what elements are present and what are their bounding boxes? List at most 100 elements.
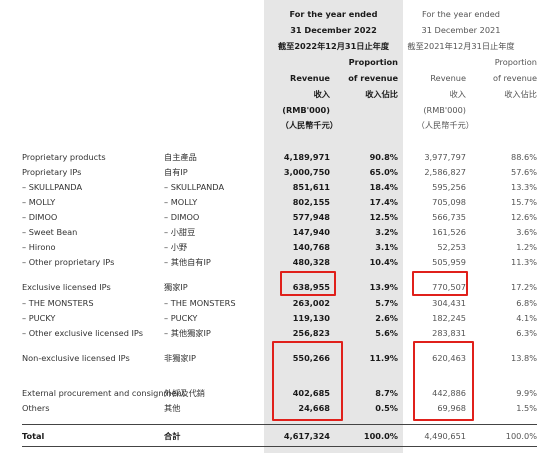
- row-value-2021: 595,256: [432, 182, 466, 192]
- cur-unit-cn: （人民幣千元）: [280, 120, 338, 130]
- row-pct-2022: 10.4%: [369, 257, 398, 267]
- row-label: Exclusive licensed IPs: [22, 282, 111, 292]
- row-pct-2021: 13.3%: [510, 182, 537, 192]
- row-label: External procurement and consignment: [22, 388, 185, 398]
- row-value-2022: 256,823: [292, 328, 330, 338]
- row-label-cn: – 其他自有IP: [164, 257, 211, 267]
- row-value-2022: 119,130: [292, 313, 330, 323]
- highlight-box-exclusive-2022: [280, 271, 336, 296]
- prev-period-line2: 31 December 2021: [421, 25, 501, 35]
- row-value-2021: 566,735: [432, 212, 466, 222]
- row-label-cn: – 其他獨家IP: [164, 328, 211, 338]
- row-value-2021: 3,977,797: [424, 152, 466, 162]
- row-value-2021: 52,253: [437, 242, 466, 252]
- row-label-cn: – 小甜豆: [164, 227, 196, 237]
- row-label-cn: – THE MONSTERS: [164, 298, 236, 308]
- prev-revenue-en: Revenue: [430, 73, 466, 83]
- row-label-cn: 外採及代銷: [164, 388, 205, 398]
- row-value-2022: 140,768: [292, 242, 330, 252]
- total-value-2022: 4,617,324: [283, 431, 330, 441]
- row-value-2021: 770,507: [432, 282, 466, 292]
- row-pct-2021: 12.6%: [510, 212, 537, 222]
- row-value-2022: 480,328: [292, 257, 330, 267]
- row-pct-2022: 5.6%: [375, 328, 398, 338]
- prev-revenue-cn: 收入: [449, 89, 466, 99]
- row-label: Proprietary IPs: [22, 167, 82, 177]
- current-year-column-shade: [264, 0, 403, 453]
- row-label-cn: 獨家IP: [164, 282, 188, 292]
- total-value-2021: 4,490,651: [424, 431, 466, 441]
- row-label: Proprietary products: [22, 152, 106, 162]
- row-label-cn: 其他: [164, 403, 181, 413]
- prev-period-cn: 截至2021年12月31日止年度: [407, 41, 515, 51]
- row-label: – DIMOO: [22, 212, 58, 222]
- prev-proportion-line2: of revenue: [492, 73, 537, 83]
- row-value-2021: 161,526: [432, 227, 466, 237]
- row-value-2021: 442,886: [432, 388, 466, 398]
- row-label-cn: – SKULLPANDA: [164, 182, 225, 192]
- row-pct-2022: 12.5%: [369, 212, 398, 222]
- row-label-cn: – PUCKY: [164, 313, 198, 323]
- row-pct-2021: 88.6%: [510, 152, 537, 162]
- row-label-cn: – MOLLY: [164, 197, 198, 207]
- prev-unit-en: (RMB'000): [423, 105, 466, 115]
- cur-unit-en: (RMB'000): [282, 105, 330, 115]
- row-label: – Other proprietary IPs: [22, 257, 115, 267]
- row-pct-2022: 3.2%: [375, 227, 398, 237]
- row-value-2021: 182,245: [432, 313, 466, 323]
- prev-period-line1: For the year ended: [422, 9, 500, 19]
- row-pct-2021: 4.1%: [516, 313, 537, 323]
- row-value-2022: 638,955: [292, 282, 330, 292]
- row-pct-2021: 15.7%: [510, 197, 537, 207]
- row-value-2022: 3,000,750: [283, 167, 330, 177]
- highlight-box-exclusive-2021: [412, 271, 468, 296]
- highlight-box-nonexclusive-2022: [272, 341, 343, 421]
- cur-revenue-en: Revenue: [290, 73, 330, 83]
- row-label-cn: 非獨家IP: [164, 353, 196, 363]
- row-pct-2021: 11.3%: [510, 257, 537, 267]
- row-value-2022: 851,611: [292, 182, 330, 192]
- prev-proportion-line1: Proportion: [494, 57, 537, 67]
- row-label: Others: [22, 403, 50, 413]
- row-label-cn: – 小野: [164, 242, 188, 252]
- row-label-cn: 自有IP: [164, 167, 188, 177]
- prev-unit-cn: （人民幣千元）: [416, 120, 474, 130]
- cur-proportion-cn: 收入佔比: [365, 89, 398, 99]
- row-label: – MOLLY: [22, 197, 56, 207]
- row-label: – THE MONSTERS: [22, 298, 94, 308]
- row-pct-2022: 65.0%: [369, 167, 398, 177]
- row-pct-2022: 2.6%: [375, 313, 398, 323]
- row-pct-2022: 17.4%: [369, 197, 398, 207]
- row-value-2021: 283,831: [432, 328, 466, 338]
- total-pct-2021: 100.0%: [505, 431, 537, 441]
- cur-period-line2: 31 December 2022: [290, 25, 377, 35]
- row-value-2021: 69,968: [437, 403, 466, 413]
- row-pct-2021: 57.6%: [510, 167, 537, 177]
- row-pct-2022: 0.5%: [375, 403, 398, 413]
- row-pct-2021: 3.6%: [516, 227, 537, 237]
- row-label: – Hirono: [22, 242, 56, 252]
- row-value-2022: 577,948: [292, 212, 330, 222]
- row-pct-2021: 6.3%: [516, 328, 537, 338]
- row-label: Non-exclusive licensed IPs: [22, 353, 130, 363]
- row-pct-2021: 17.2%: [510, 282, 537, 292]
- row-pct-2022: 5.7%: [375, 298, 398, 308]
- row-value-2022: 4,189,971: [283, 152, 330, 162]
- cur-period-cn: 截至2022年12月31日止年度: [277, 41, 390, 51]
- row-value-2021: 505,959: [432, 257, 466, 267]
- row-pct-2022: 3.1%: [375, 242, 398, 252]
- row-pct-2021: 1.5%: [516, 403, 537, 413]
- row-pct-2022: 18.4%: [369, 182, 398, 192]
- total-top-rule: [22, 424, 537, 425]
- row-pct-2021: 13.8%: [510, 353, 537, 363]
- row-value-2022: 263,002: [292, 298, 330, 308]
- row-pct-2021: 6.8%: [516, 298, 537, 308]
- row-pct-2022: 11.9%: [369, 353, 398, 363]
- row-label-cn: – DIMOO: [164, 212, 200, 222]
- total-label: Total: [22, 431, 45, 441]
- row-value-2022: 147,940: [292, 227, 330, 237]
- row-value-2021: 304,431: [432, 298, 466, 308]
- row-label-cn: 自主產品: [164, 152, 197, 162]
- row-value-2022: 24,668: [298, 403, 330, 413]
- row-value-2022: 402,685: [292, 388, 330, 398]
